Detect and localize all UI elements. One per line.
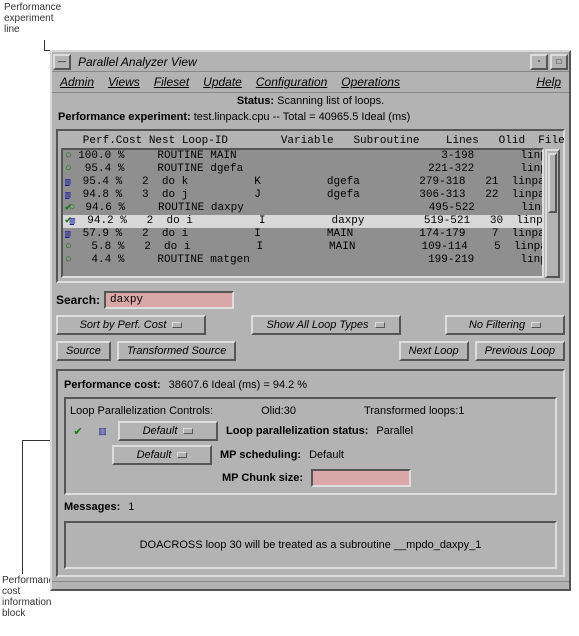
serial-loop-icon: ○ bbox=[65, 241, 72, 254]
transformed-source-button[interactable]: Transformed Source bbox=[117, 341, 236, 361]
menu-operations[interactable]: Operations bbox=[341, 75, 400, 89]
table-header: Perf.Cost Nest Loop-ID Variable Subrouti… bbox=[61, 134, 560, 148]
next-loop-button[interactable]: Next Loop bbox=[399, 341, 469, 361]
annotation-line bbox=[44, 40, 45, 50]
table-row[interactable]: ▥ 57.9 % 2 do i I MAIN 174-179 7 linpack… bbox=[63, 228, 542, 241]
table-row-text: 57.9 % 2 do i I MAIN 174-179 7 linpackd.… bbox=[69, 228, 544, 241]
dropdown-icon bbox=[177, 452, 187, 458]
olid-value: Olid:30 bbox=[261, 405, 296, 417]
loop-parallel-controls: Loop Parallelization Controls: Olid:30 T… bbox=[64, 397, 557, 495]
menu-fileset[interactable]: Fileset bbox=[154, 75, 189, 89]
table-row-text: 94.6 % ROUTINE daxpy 495-522 linpackd.f bbox=[72, 202, 544, 215]
status-value: Scanning list of loops. bbox=[277, 95, 384, 107]
table-row-text: 4.4 % ROUTINE matgen 199-219 linpackd.f bbox=[72, 254, 544, 267]
message-text: DOACROSS loop 30 will be treated as a su… bbox=[72, 529, 549, 561]
mpc-label: MP Chunk size: bbox=[222, 472, 303, 484]
perfcost-value: 38607.6 Ideal (ms) = 94.2 % bbox=[169, 379, 308, 391]
dropdown-icon bbox=[531, 322, 541, 328]
source-button[interactable]: Source bbox=[56, 341, 111, 361]
table-row[interactable]: ○ 5.8 % 2 do i I MAIN 109-114 5 linpackd… bbox=[63, 241, 542, 254]
messages-box: DOACROSS loop 30 will be treated as a su… bbox=[64, 521, 557, 569]
perf-exp-value: test.linpack.cpu -- Total = 40965.5 Idea… bbox=[194, 111, 411, 123]
sched-default-button[interactable]: Default bbox=[112, 445, 212, 465]
lps-label: Loop parallelization status: bbox=[226, 425, 368, 437]
check-icon: ✔ bbox=[70, 425, 86, 438]
search-input[interactable]: daxpy bbox=[104, 291, 234, 309]
dropdown-icon bbox=[375, 322, 385, 328]
perf-exp-label: Performance experiment: bbox=[58, 111, 191, 123]
table-row[interactable]: ○ 95.4 % ROUTINE dgefa 221-322 linpackd.… bbox=[63, 163, 542, 176]
menu-admin[interactable]: Admin bbox=[60, 75, 94, 89]
serial-loop-icon: ○ bbox=[65, 150, 72, 163]
table-row[interactable]: ✔○ 94.6 % ROUTINE daxpy 495-522 linpackd… bbox=[63, 202, 542, 215]
table-row-text: 100.0 % ROUTINE MAIN 3-198 linpackd.f bbox=[72, 150, 544, 163]
table-row[interactable]: ▥ 95.4 % 2 do k K dgefa 279-318 21 linpa… bbox=[63, 176, 542, 189]
main-window: — Parallel Analyzer View ▫ □ Admin Views… bbox=[50, 50, 571, 591]
window-menu-button[interactable]: — bbox=[53, 54, 71, 70]
annotation-line bbox=[22, 440, 23, 574]
dropdown-icon bbox=[172, 322, 182, 328]
messages-label: Messages: bbox=[64, 501, 120, 513]
dropdown-icon bbox=[183, 428, 193, 434]
status-line: Status: Scanning list of loops. bbox=[52, 93, 569, 109]
minimize-button[interactable]: ▫ bbox=[530, 54, 548, 70]
table-row[interactable]: ○ 4.4 % ROUTINE matgen 199-219 linpackd.… bbox=[63, 254, 542, 267]
menu-configuration[interactable]: Configuration bbox=[256, 75, 327, 89]
mps-value: Default bbox=[309, 449, 344, 461]
titlebar: — Parallel Analyzer View ▫ □ bbox=[52, 52, 569, 72]
check-parallel-loop-icon: ✔▥ bbox=[65, 215, 74, 228]
loop-table-panel: Perf.Cost Nest Loop-ID Variable Subrouti… bbox=[56, 129, 565, 283]
search-row: Search: daxpy bbox=[52, 287, 569, 313]
controls-label: Loop Parallelization Controls: bbox=[70, 405, 213, 417]
tloops-value: Transformed loops:1 bbox=[364, 405, 464, 417]
serial-loop-icon: ○ bbox=[65, 254, 72, 267]
check-loop-icon: ✔○ bbox=[65, 202, 72, 215]
serial-loop-icon: ○ bbox=[65, 163, 72, 176]
menubar: Admin Views Fileset Update Configuration… bbox=[52, 72, 569, 93]
source-button-row: Source Transformed Source Next Loop Prev… bbox=[52, 339, 569, 365]
filter-label: No Filtering bbox=[469, 319, 525, 331]
maximize-button[interactable]: □ bbox=[550, 54, 568, 70]
show-types-button[interactable]: Show All Loop Types bbox=[251, 315, 401, 335]
lps-value: Parallel bbox=[376, 425, 413, 437]
table-row[interactable]: ▥ 94.8 % 3 do j J dgefa 306-313 22 linpa… bbox=[63, 189, 542, 202]
parallel-bar-icon: ▥ bbox=[94, 426, 110, 437]
perf-experiment-line: Performance experiment: test.linpack.cpu… bbox=[52, 109, 569, 125]
default-label: Default bbox=[143, 425, 178, 437]
table-row-text: 5.8 % 2 do i I MAIN 109-114 5 linpackd.f bbox=[72, 241, 544, 254]
sort-button-label: Sort by Perf. Cost bbox=[80, 319, 167, 331]
window-title: Parallel Analyzer View bbox=[72, 55, 529, 69]
table-row-text: 94.8 % 3 do j J dgefa 306-313 22 linpack… bbox=[69, 189, 544, 202]
performance-cost-block: Performance cost: 38607.6 Ideal (ms) = 9… bbox=[56, 369, 565, 577]
perfcost-label: Performance cost: bbox=[64, 379, 161, 391]
table-row[interactable]: ✔▥ 94.2 % 2 do i I daxpy 519-521 30 linp… bbox=[63, 215, 542, 228]
menu-help[interactable]: Help bbox=[536, 75, 561, 89]
messages-count: 1 bbox=[128, 501, 134, 513]
table-row-text: 95.4 % 2 do k K dgefa 279-318 21 linpack… bbox=[69, 176, 544, 189]
filter-button[interactable]: No Filtering bbox=[445, 315, 565, 335]
table-row-text: 95.4 % ROUTINE dgefa 221-322 linpackd.f bbox=[72, 163, 544, 176]
menu-views[interactable]: Views bbox=[108, 75, 140, 89]
search-label: Search: bbox=[56, 293, 100, 307]
menu-update[interactable]: Update bbox=[203, 75, 242, 89]
table-body[interactable]: ○ 100.0 % ROUTINE MAIN 3-198 linpackd.f○… bbox=[61, 148, 544, 278]
resize-handle[interactable] bbox=[52, 581, 569, 589]
show-types-label: Show All Loop Types bbox=[266, 319, 368, 331]
sort-button[interactable]: Sort by Perf. Cost bbox=[56, 315, 206, 335]
annotation-top: Performance experiment line bbox=[4, 2, 61, 35]
previous-loop-button[interactable]: Previous Loop bbox=[475, 341, 565, 361]
mps-label: MP scheduling: bbox=[220, 449, 301, 461]
scrollbar-thumb[interactable] bbox=[548, 153, 557, 213]
status-label: Status: bbox=[237, 95, 274, 107]
mp-chunk-input[interactable] bbox=[311, 469, 411, 487]
vertical-scrollbar[interactable] bbox=[545, 149, 560, 278]
parallel-default-button[interactable]: Default bbox=[118, 421, 218, 441]
table-row-text: 94.2 % 2 do i I daxpy 519-521 30 linpack… bbox=[74, 215, 544, 228]
table-row[interactable]: ○ 100.0 % ROUTINE MAIN 3-198 linpackd.f bbox=[63, 150, 542, 163]
default-label: Default bbox=[137, 449, 172, 461]
filter-button-row: Sort by Perf. Cost Show All Loop Types N… bbox=[52, 313, 569, 339]
